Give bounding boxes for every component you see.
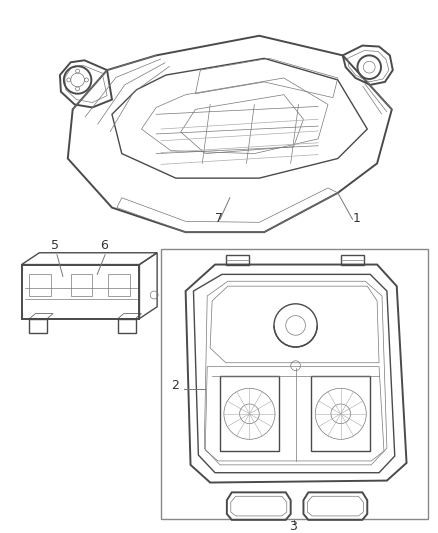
Text: 3: 3 [289,520,297,532]
Text: 2: 2 [171,379,179,392]
Bar [108,274,130,296]
Text: 1: 1 [353,212,360,225]
Text: 5: 5 [51,239,59,252]
Bar [161,249,428,519]
Bar [71,274,92,296]
Text: 7: 7 [215,212,223,225]
Bar [29,274,51,296]
Text: 6: 6 [100,239,108,252]
